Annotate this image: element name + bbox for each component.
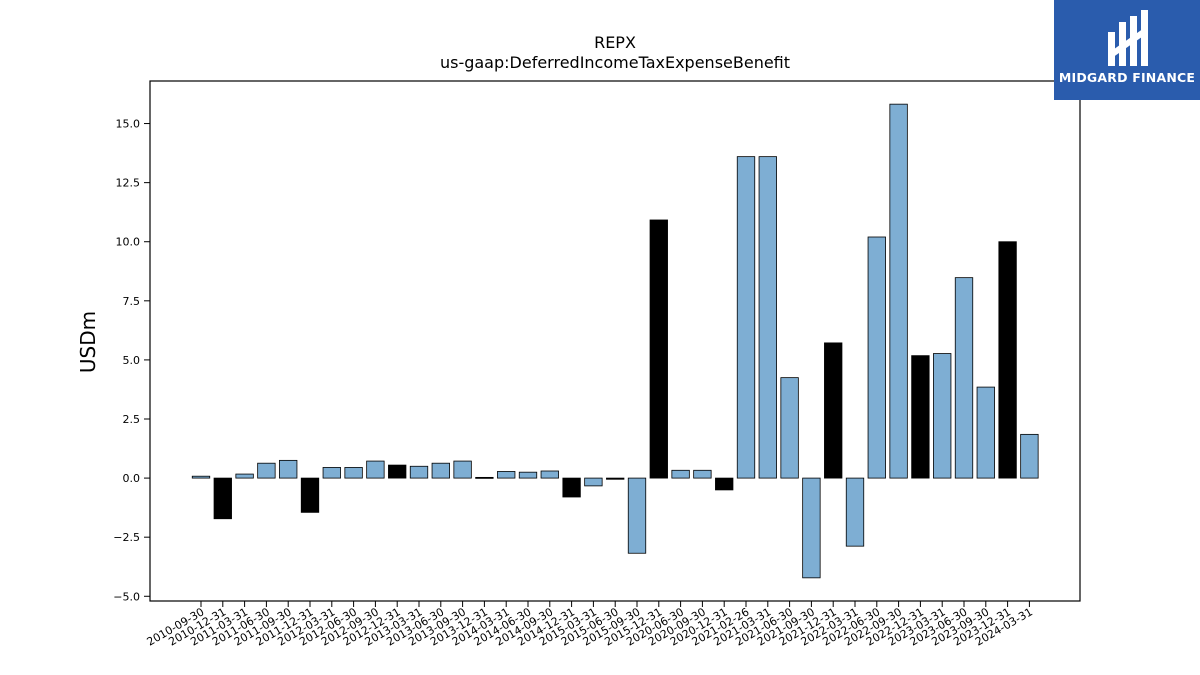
y-tick-label: 12.5 [116,177,141,190]
bar-2011-12-31 [300,477,320,513]
bar-2012-12-31 [388,464,407,479]
y-tick-label: 0.0 [123,472,141,485]
bar-2011-03-31 [235,473,254,479]
bar-2013-06-30 [431,462,450,479]
bar-2015-06-30 [606,477,625,480]
bar-2012-03-31 [322,467,341,479]
x-axis: 2010-09-302010-12-312011-03-312011-06-30… [145,601,1035,649]
bar-2023-06-30 [954,277,974,479]
bar-2021-12-31 [824,342,843,479]
bar-2014-09-30 [540,470,559,479]
bar-2014-12-31 [562,477,581,498]
bar-2015-12-31 [649,219,668,479]
bar-2014-03-31 [497,471,516,479]
y-axis-label: USDm [76,311,100,373]
bar-2020-06-30 [671,469,690,479]
bar-2013-12-31 [475,476,494,479]
bar-2023-09-30 [976,386,995,479]
bar-2012-09-30 [366,460,385,479]
y-tick-label: −5.0 [113,590,140,603]
plot-frame [149,80,1081,602]
bar-2021-09-30 [802,477,821,579]
chart-subtitle: us-gaap:DeferredIncomeTaxExpenseBenefit [440,53,790,72]
chart-title: REPX [594,33,636,52]
bar-2013-03-31 [409,465,429,479]
midgard-logo-icon [1108,10,1148,66]
bar-2023-03-31 [933,353,952,479]
y-axis: −5.0 −2.5 0.0 2.5 5.0 7.5 10.0 12.5 15.0 [113,118,150,603]
y-tick-label: 5.0 [123,354,141,367]
brand-logo: MIDGARD FINANCE [1054,0,1200,100]
bar-2020-12-31 [715,477,734,491]
bar-2011-09-30 [279,459,298,479]
bar-2011-06-30 [257,462,276,479]
bar-2022-12-31 [911,355,930,479]
bar-2022-03-31 [845,477,865,547]
bar-2024-03-31 [1020,433,1039,479]
bar-2013-09-30 [453,460,472,479]
bar-2012-06-30 [344,467,363,479]
bar-2010-09-30 [191,475,211,479]
bar-group [191,103,1039,579]
bar-2015-09-30 [627,477,647,554]
bar-2022-06-30 [867,236,886,479]
bar-2023-12-31 [998,241,1017,479]
bar-2021-06-30 [780,377,799,479]
y-tick-label: 15.0 [116,118,141,131]
y-tick-label: 10.0 [116,236,141,249]
bar-2015-03-31 [584,477,603,487]
bar-2021-02-26 [736,156,756,479]
y-tick-label: 7.5 [123,295,141,308]
y-tick-label: 2.5 [123,413,141,426]
bar-2021-03-31 [758,156,777,479]
bar-2010-12-31 [213,477,232,520]
brand-name: MIDGARD FINANCE [1058,70,1196,85]
bar-2022-09-30 [889,103,908,479]
y-tick-label: −2.5 [113,531,140,544]
bar-2020-09-30 [693,469,712,479]
bar-2014-06-30 [518,471,538,479]
